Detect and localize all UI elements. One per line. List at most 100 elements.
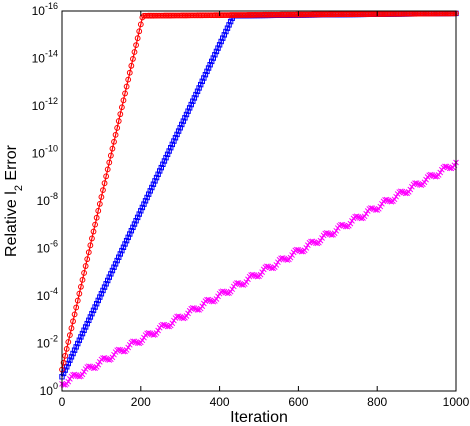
series-point: [153, 174, 160, 181]
series-point: [219, 288, 226, 295]
series-point: [109, 267, 116, 274]
series-point: [267, 264, 273, 271]
series-point: [131, 338, 138, 345]
series-point: [194, 307, 201, 313]
series-point: [243, 279, 250, 285]
series-point: [98, 291, 105, 297]
series-point: [164, 323, 171, 330]
series-point: [309, 238, 316, 245]
series-point: [397, 188, 404, 195]
series-point: [90, 307, 97, 314]
series-point: [221, 32, 228, 38]
series-point: [125, 344, 132, 351]
x-tick-label: 1000: [443, 395, 470, 409]
series-point: [199, 303, 206, 310]
series-point: [95, 207, 102, 214]
series-point: [79, 276, 86, 283]
series-point: [70, 318, 76, 325]
series-point: [224, 25, 231, 31]
series-point: [190, 98, 196, 104]
series-point: [180, 118, 187, 124]
series-point: [279, 255, 286, 261]
series-point: [112, 131, 119, 138]
series-point: [89, 310, 95, 317]
series-point: [126, 69, 133, 76]
series-point: [328, 232, 335, 238]
series-point: [101, 180, 108, 187]
y-tick-label: 100: [40, 381, 58, 398]
series-point: [141, 334, 147, 341]
series-point: [96, 201, 103, 207]
series-point: [131, 49, 138, 55]
series-point: [368, 205, 374, 211]
series-point: [81, 368, 87, 375]
series-point: [120, 244, 127, 250]
series-point: [103, 173, 110, 180]
series-point: [125, 234, 131, 241]
series-point: [421, 179, 428, 186]
x-tick-label: 200: [131, 395, 151, 409]
y-tick-label: 10-10: [32, 144, 58, 161]
series-point: [103, 281, 109, 287]
series-point: [347, 220, 354, 227]
x-tick-label: 0: [59, 395, 66, 409]
series-point: [131, 221, 138, 227]
series-point: [172, 135, 179, 141]
series-point: [358, 215, 365, 222]
series-point: [377, 203, 384, 210]
series-point: [245, 276, 251, 283]
series-point: [66, 332, 73, 339]
series-point: [73, 344, 79, 350]
series-point: [216, 42, 223, 48]
y-tick-label: 10-12: [32, 96, 58, 113]
x-tick-label: 400: [210, 395, 230, 409]
series-point: [273, 262, 280, 268]
series-point: [287, 254, 294, 261]
series-point: [136, 211, 142, 217]
series-point: [109, 145, 116, 152]
series-point: [141, 201, 147, 207]
series-point: [130, 224, 136, 231]
series-point: [85, 249, 92, 256]
series-point: [168, 145, 174, 151]
series-point: [125, 76, 132, 83]
series-point: [185, 310, 191, 317]
series-point: [442, 163, 448, 170]
series-point: [180, 315, 187, 322]
series-point: [133, 218, 139, 224]
series-point: [134, 214, 141, 221]
series-point: [437, 169, 444, 176]
series-point: [155, 327, 161, 334]
series-point: [169, 320, 176, 327]
series-point: [71, 311, 78, 318]
series-point: [210, 55, 216, 61]
series-point: [98, 194, 105, 200]
series-point: [339, 221, 346, 228]
series-point: [149, 184, 155, 191]
series-point: [120, 348, 127, 355]
series-point: [196, 85, 202, 91]
series-point: [79, 371, 86, 378]
series-point: [257, 271, 264, 278]
series-point: [67, 376, 73, 382]
series-point: [133, 42, 139, 48]
series-point: [407, 186, 414, 193]
series-point: [391, 196, 398, 203]
series-point: [112, 261, 119, 267]
series-point: [191, 95, 198, 101]
series-point: [303, 245, 310, 251]
series-point: [122, 90, 128, 97]
series-point: [93, 214, 100, 221]
series-point: [213, 48, 220, 55]
series-point: [284, 257, 291, 263]
series-point: [413, 180, 420, 186]
series-point: [95, 361, 102, 368]
y-tick-label: 10-2: [37, 334, 58, 351]
series-point: [174, 131, 180, 138]
x-tick-label: 600: [288, 395, 308, 409]
series-point: [201, 75, 207, 81]
series-point: [361, 213, 368, 220]
series-point: [188, 101, 194, 108]
series-point: [109, 354, 116, 361]
series-point: [220, 35, 226, 41]
